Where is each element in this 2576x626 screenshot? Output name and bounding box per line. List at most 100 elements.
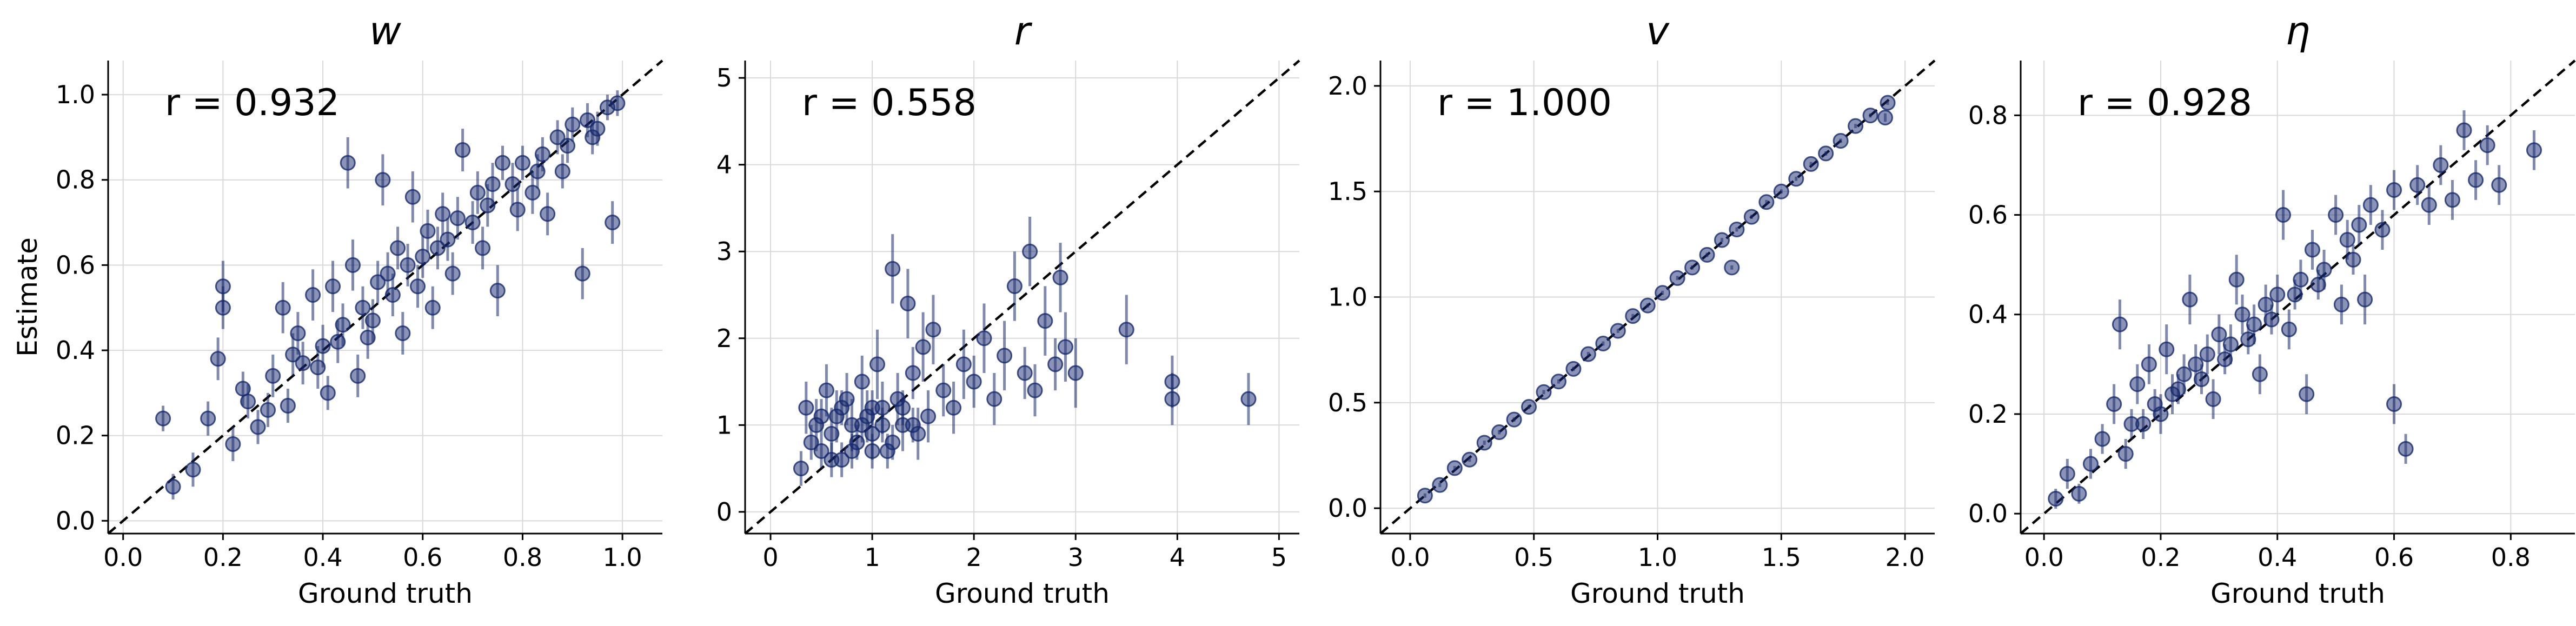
data-point [1047, 356, 1064, 372]
data-point [1118, 322, 1134, 338]
data-point [1877, 109, 1893, 125]
y-tick-label: 0 [716, 497, 732, 527]
data-point [1462, 451, 1478, 468]
x-tick-label: 5 [1271, 543, 1287, 572]
data-point [1565, 361, 1582, 377]
data-point [798, 399, 814, 416]
x-tick-label: 0.6 [403, 543, 442, 572]
x-axis-label: Ground truth [935, 578, 1110, 609]
data-point [2059, 465, 2075, 482]
data-point [2240, 331, 2256, 348]
data-point [885, 261, 901, 277]
y-tick-label: 0.8 [1968, 101, 2008, 130]
y-tick-label: 0.0 [1968, 499, 2008, 528]
data-point [549, 129, 566, 145]
data-point [1729, 222, 1745, 237]
data-point [1536, 384, 1552, 400]
data-point [355, 299, 371, 316]
data-point [2141, 356, 2157, 372]
y-tick-label: 0.4 [56, 336, 95, 365]
data-point [2304, 242, 2320, 258]
data-point [2468, 172, 2484, 188]
data-point [440, 231, 456, 248]
data-point [2193, 371, 2209, 387]
y-tick-label: 2 [716, 324, 732, 353]
data-point [2071, 485, 2087, 502]
data-point [2362, 197, 2379, 213]
data-point [925, 322, 941, 338]
data-point [2228, 271, 2245, 288]
data-point [920, 408, 937, 424]
data-point [1773, 183, 1789, 199]
data-point [864, 443, 880, 459]
panel-title: v [1646, 8, 1670, 54]
data-point [1491, 424, 1508, 440]
data-point [275, 299, 291, 316]
data-point [1057, 339, 1073, 355]
data-point [905, 365, 921, 381]
data-point [509, 202, 526, 218]
data-point [410, 278, 426, 295]
x-tick-label: 3 [1068, 543, 1084, 572]
data-point [997, 348, 1013, 364]
y-tick-label: 0.0 [1328, 494, 1367, 523]
data-point [1743, 209, 1760, 225]
data-point [215, 278, 231, 295]
data-point [935, 382, 952, 398]
data-point [2281, 321, 2297, 337]
data-point [1476, 435, 1492, 451]
y-tick-label: 1 [716, 410, 732, 439]
x-axis-label: Ground truth [2210, 578, 2385, 609]
data-point [475, 240, 491, 256]
data-point [310, 359, 326, 376]
data-point [1240, 391, 1257, 407]
data-point [2374, 222, 2391, 238]
data-point [574, 265, 590, 282]
y-tick-label: 0.8 [56, 165, 95, 195]
data-point [1580, 346, 1596, 362]
data-point [529, 163, 546, 179]
data-point [2112, 316, 2128, 332]
scatter-panel-2: 0 1 2 3 4 5 0 1 2 3 4 5 Ground truth r r = 0.558 [716, 8, 1300, 609]
data-point [900, 296, 916, 312]
data-point [250, 419, 266, 435]
data-point [854, 374, 870, 390]
y-tick-label: 0.4 [1968, 300, 2008, 329]
data-point [1022, 243, 1038, 259]
data-point [864, 399, 880, 416]
data-point [2234, 307, 2250, 323]
data-point [1037, 313, 1053, 329]
data-point [1595, 335, 1611, 351]
data-point [2263, 311, 2280, 328]
data-point [1803, 156, 1819, 172]
data-point [340, 155, 356, 171]
y-tick-label: 0.6 [1968, 201, 2008, 230]
data-point [976, 330, 992, 347]
data-point [2479, 137, 2495, 154]
data-point [986, 391, 1002, 407]
data-point [1669, 270, 1685, 286]
y-tick-label: 4 [716, 150, 732, 179]
data-point [2106, 396, 2122, 412]
data-point [1432, 477, 1448, 493]
y-tick-label: 1.0 [56, 80, 95, 109]
data-point [375, 172, 391, 188]
data-point [390, 240, 406, 256]
data-point [1164, 391, 1180, 407]
data-point [480, 197, 496, 214]
data-point [424, 299, 441, 316]
data-point [330, 334, 346, 350]
data-point [429, 240, 446, 256]
data-point [1724, 259, 1740, 276]
x-tick-label: 1.0 [1638, 543, 1677, 572]
data-point [895, 399, 911, 416]
data-point [955, 356, 972, 372]
data-point [2357, 291, 2373, 308]
y-tick-label: 0.2 [56, 421, 95, 450]
data-point [1610, 323, 1626, 339]
data-point [554, 163, 570, 179]
x-tick-label: 0.8 [503, 543, 542, 572]
data-point [2491, 177, 2507, 193]
data-point [370, 274, 386, 290]
data-point [384, 287, 401, 303]
